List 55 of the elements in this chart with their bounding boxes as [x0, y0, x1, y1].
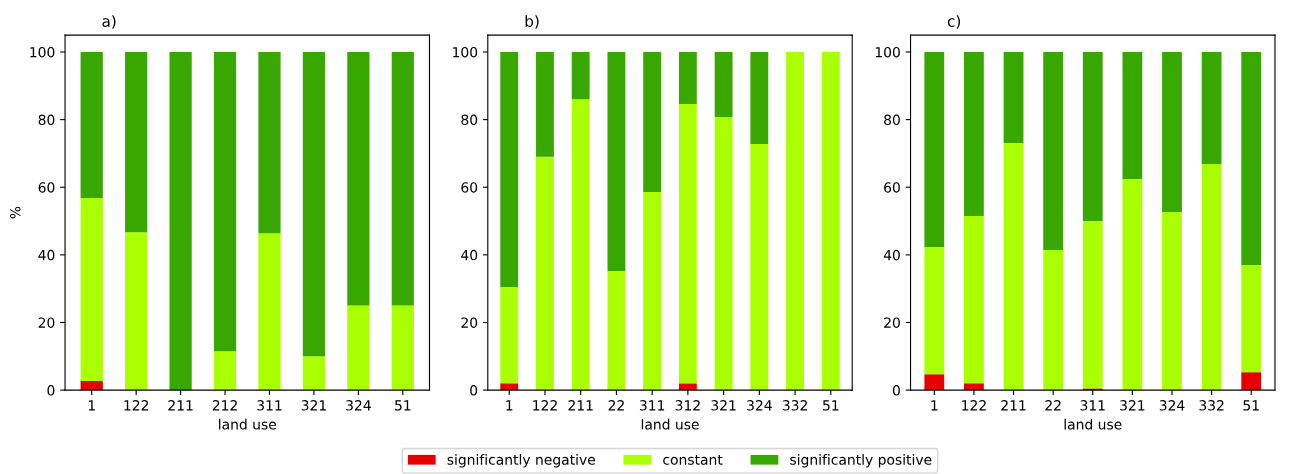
x-tick-label: 321: [301, 400, 326, 411]
x-tick-label: 22: [608, 400, 624, 411]
y-tick-label: 0: [47, 385, 55, 396]
x-tick-label: 211: [568, 400, 593, 411]
x-tick-label: 332: [782, 400, 807, 411]
y-tick-label: 0: [892, 385, 900, 396]
x-tick-label: 212: [212, 400, 237, 411]
x-axis-title: land use: [219, 418, 277, 430]
x-axis-title: land use: [641, 418, 699, 430]
x-tick-label: 324: [1159, 400, 1185, 411]
x-tick-label: 122: [962, 400, 986, 411]
x-tick-label: 211: [168, 400, 193, 411]
x-tick-label: 1: [931, 400, 938, 411]
x-tick-label: 321: [711, 400, 736, 411]
y-tick-label: 40: [461, 249, 478, 261]
y-tick-label: 80: [461, 114, 478, 126]
x-tick-label: 324: [747, 400, 772, 411]
y-tick-label: 80: [38, 114, 55, 126]
y-tick-label: 0: [470, 385, 478, 396]
x-tick-label: 1: [88, 400, 95, 411]
legend-label: constant: [663, 454, 723, 465]
x-tick-label: 332: [1199, 400, 1224, 411]
x-tick-label: 51: [823, 400, 839, 411]
y-tick-label: 80: [884, 114, 900, 126]
x-tick-label: 22: [1045, 400, 1061, 411]
chart-title: b): [525, 15, 539, 29]
y-axis-title: %: [10, 206, 21, 219]
legend-label: significantly positive: [790, 454, 932, 468]
y-tick-label: 20: [461, 317, 478, 328]
x-tick-label: 51: [395, 400, 411, 411]
x-tick-label: 122: [533, 400, 557, 411]
x-tick-label: 122: [124, 400, 149, 411]
x-tick-label: 321: [1120, 400, 1145, 411]
x-tick-label: 312: [675, 400, 700, 411]
x-axis-title: land use: [1064, 418, 1122, 430]
y-tick-label: 40: [883, 249, 900, 261]
y-tick-label: 40: [38, 249, 55, 261]
x-tick-label: 51: [1243, 400, 1259, 411]
y-tick-label: 100: [453, 46, 478, 58]
x-tick-label: 311: [257, 400, 282, 411]
y-tick-label: 20: [884, 317, 900, 328]
chart-title: a): [102, 15, 116, 29]
chart-title: c): [947, 15, 961, 29]
x-tick-label: 211: [1001, 400, 1026, 411]
y-tick-label: 60: [38, 182, 55, 193]
legend-label: significantly negative: [447, 454, 595, 468]
x-tick-label: 324: [346, 400, 371, 411]
y-tick-label: 100: [875, 46, 900, 58]
y-tick-label: 60: [884, 182, 900, 193]
x-tick-label: 311: [639, 400, 665, 411]
y-tick-label: 60: [461, 182, 478, 193]
x-tick-label: 1: [506, 400, 513, 411]
x-tick-label: 311: [1080, 400, 1105, 411]
y-tick-label: 100: [30, 46, 55, 58]
y-tick-label: 20: [38, 317, 55, 328]
